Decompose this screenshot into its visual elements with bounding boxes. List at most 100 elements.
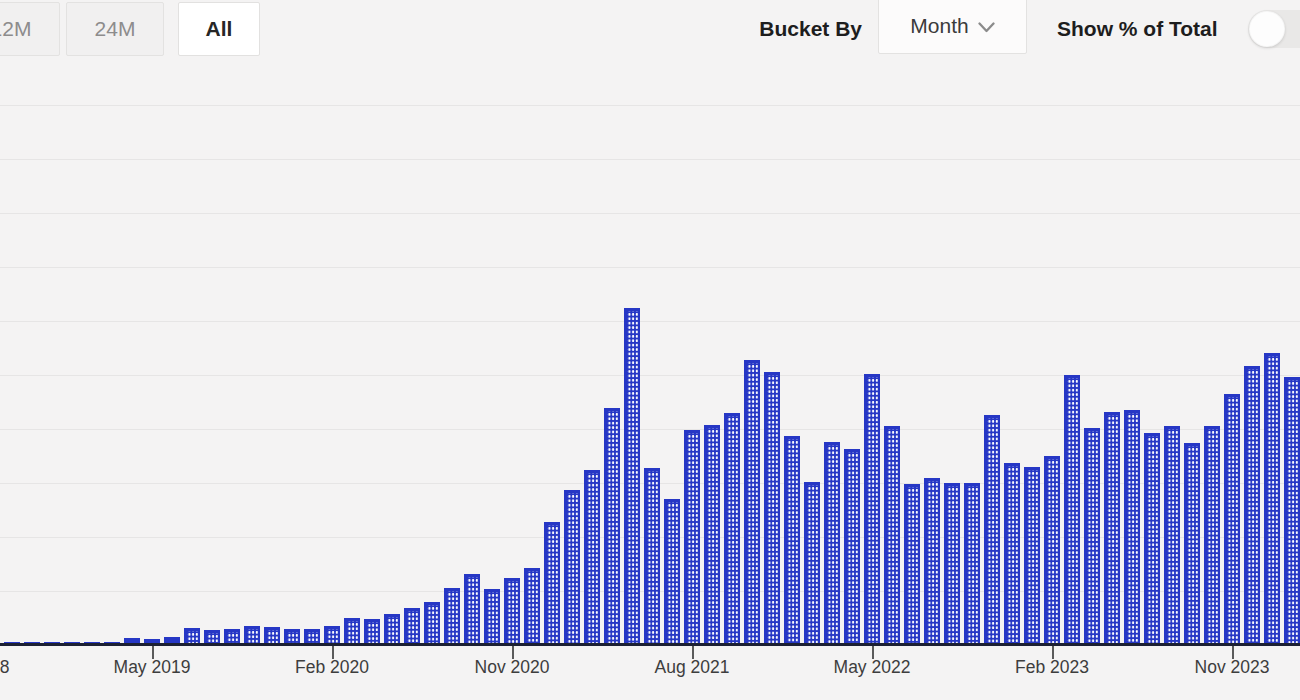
bar-feb-2021[interactable]	[564, 490, 580, 644]
bar-sep-2023[interactable]	[1184, 443, 1200, 644]
bar-mar-2021[interactable]	[584, 470, 600, 644]
bar-dot-pattern	[647, 471, 658, 644]
bar-feb-2022[interactable]	[804, 482, 820, 644]
chart-toolbar: 12M 24M All Bucket By Month Show % of To…	[0, 0, 1300, 62]
bar-dot-pattern	[907, 487, 918, 644]
bar-jul-2020[interactable]	[424, 602, 440, 644]
bar-jul-2021[interactable]	[664, 499, 680, 644]
bar-oct-2020[interactable]	[484, 589, 500, 644]
bar-aug-2022[interactable]	[924, 478, 940, 644]
bar-jun-2023[interactable]	[1124, 410, 1140, 644]
bar-dot-pattern	[1167, 429, 1178, 644]
bar-sep-2020[interactable]	[464, 574, 480, 644]
bar-dot-pattern	[347, 621, 358, 644]
bar-may-2022[interactable]	[864, 374, 880, 644]
bar-dot-pattern	[927, 481, 938, 644]
show-pct-toggle[interactable]	[1248, 10, 1300, 48]
bar-dot-pattern	[1187, 446, 1198, 644]
bar-dot-pattern	[1267, 356, 1278, 644]
bar-dec-2020[interactable]	[524, 568, 540, 644]
bar-dot-pattern	[587, 473, 598, 644]
bar-dec-2022[interactable]	[1004, 463, 1020, 644]
bar-oct-2022[interactable]	[964, 483, 980, 644]
x-axis-tick-label: Nov 2023	[1172, 657, 1292, 678]
bar-mar-2020[interactable]	[344, 618, 360, 644]
bar-dot-pattern	[667, 502, 678, 644]
bar-nov-2023[interactable]	[1224, 394, 1240, 644]
x-axis-tick-label: May 2022	[812, 657, 932, 678]
bar-jul-2023[interactable]	[1144, 433, 1160, 644]
gridline	[0, 213, 1300, 214]
toggle-knob	[1249, 11, 1285, 47]
bar-jul-2022[interactable]	[904, 484, 920, 644]
bar-nov-2020[interactable]	[504, 578, 520, 644]
bar-feb-2020[interactable]	[324, 626, 340, 644]
x-axis-tick-label: Feb 2023	[992, 657, 1112, 678]
bar-may-2020[interactable]	[384, 614, 400, 644]
gridline	[0, 321, 1300, 322]
bar-dot-pattern	[1147, 436, 1158, 644]
bar-dot-pattern	[1007, 466, 1018, 644]
bar-nov-2019[interactable]	[264, 627, 280, 644]
bar-apr-2022[interactable]	[844, 449, 860, 644]
bar-dot-pattern	[367, 622, 378, 644]
bar-dot-pattern	[1087, 431, 1098, 644]
bar-jan-2023[interactable]	[1024, 467, 1040, 644]
bar-dot-pattern	[1207, 429, 1218, 644]
bar-jan-2024[interactable]	[1264, 353, 1280, 644]
gridline	[0, 159, 1300, 160]
range-button-12m[interactable]: 12M	[0, 2, 60, 56]
bar-jan-2022[interactable]	[784, 436, 800, 644]
bucket-by-dropdown[interactable]: Month	[878, 0, 1027, 54]
bar-jun-2021[interactable]	[644, 468, 660, 644]
bar-dot-pattern	[427, 605, 438, 644]
bar-dec-2023[interactable]	[1244, 366, 1260, 644]
bar-nov-2022[interactable]	[984, 415, 1000, 644]
bar-aug-2021[interactable]	[684, 430, 700, 644]
bar-dec-2019[interactable]	[284, 629, 300, 644]
bar-dot-pattern	[387, 617, 398, 644]
bar-dot-pattern	[1107, 415, 1118, 644]
range-button-all[interactable]: All	[178, 2, 260, 56]
bar-jun-2020[interactable]	[404, 608, 420, 644]
bar-dot-pattern	[1047, 459, 1058, 644]
bar-dot-pattern	[247, 629, 258, 644]
bar-dec-2021[interactable]	[764, 372, 780, 644]
bar-apr-2020[interactable]	[364, 619, 380, 644]
bar-oct-2019[interactable]	[244, 626, 260, 644]
bar-sep-2021[interactable]	[704, 425, 720, 644]
bar-jan-2020[interactable]	[304, 629, 320, 644]
bar-aug-2019[interactable]	[204, 630, 220, 644]
bar-may-2023[interactable]	[1104, 412, 1120, 644]
bar-dot-pattern	[327, 629, 338, 644]
bar-sep-2019[interactable]	[224, 629, 240, 644]
bar-oct-2023[interactable]	[1204, 426, 1220, 644]
bar-apr-2023[interactable]	[1084, 428, 1100, 644]
bar-dot-pattern	[1287, 380, 1298, 644]
bar-mar-2023[interactable]	[1064, 375, 1080, 644]
bar-dot-pattern	[1027, 470, 1038, 644]
bar-feb-2023[interactable]	[1044, 456, 1060, 644]
bar-dot-pattern	[707, 428, 718, 644]
bar-dot-pattern	[547, 525, 558, 644]
bar-sep-2022[interactable]	[944, 483, 960, 644]
bar-dot-pattern	[827, 445, 838, 644]
bar-aug-2023[interactable]	[1164, 426, 1180, 644]
bar-oct-2021[interactable]	[724, 413, 740, 644]
bar-jan-2021[interactable]	[544, 522, 560, 644]
bar-may-2021[interactable]	[624, 308, 640, 644]
bar-mar-2022[interactable]	[824, 442, 840, 644]
bar-apr-2021[interactable]	[604, 408, 620, 644]
bar-jul-2019[interactable]	[184, 628, 200, 644]
bar-dot-pattern	[807, 485, 818, 644]
bar-nov-2021[interactable]	[744, 360, 760, 644]
bar-aug-2020[interactable]	[444, 588, 460, 644]
bar-dot-pattern	[567, 493, 578, 644]
bar-chart: Aug 2018May 2019Feb 2020Nov 2020Aug 2021…	[0, 0, 1300, 700]
bar-jun-2022[interactable]	[884, 426, 900, 644]
range-button-24m[interactable]: 24M	[66, 2, 164, 56]
bar-dot-pattern	[187, 631, 198, 644]
bar-feb-2024[interactable]	[1284, 377, 1300, 644]
bar-dot-pattern	[767, 375, 778, 644]
gridline	[0, 105, 1300, 106]
